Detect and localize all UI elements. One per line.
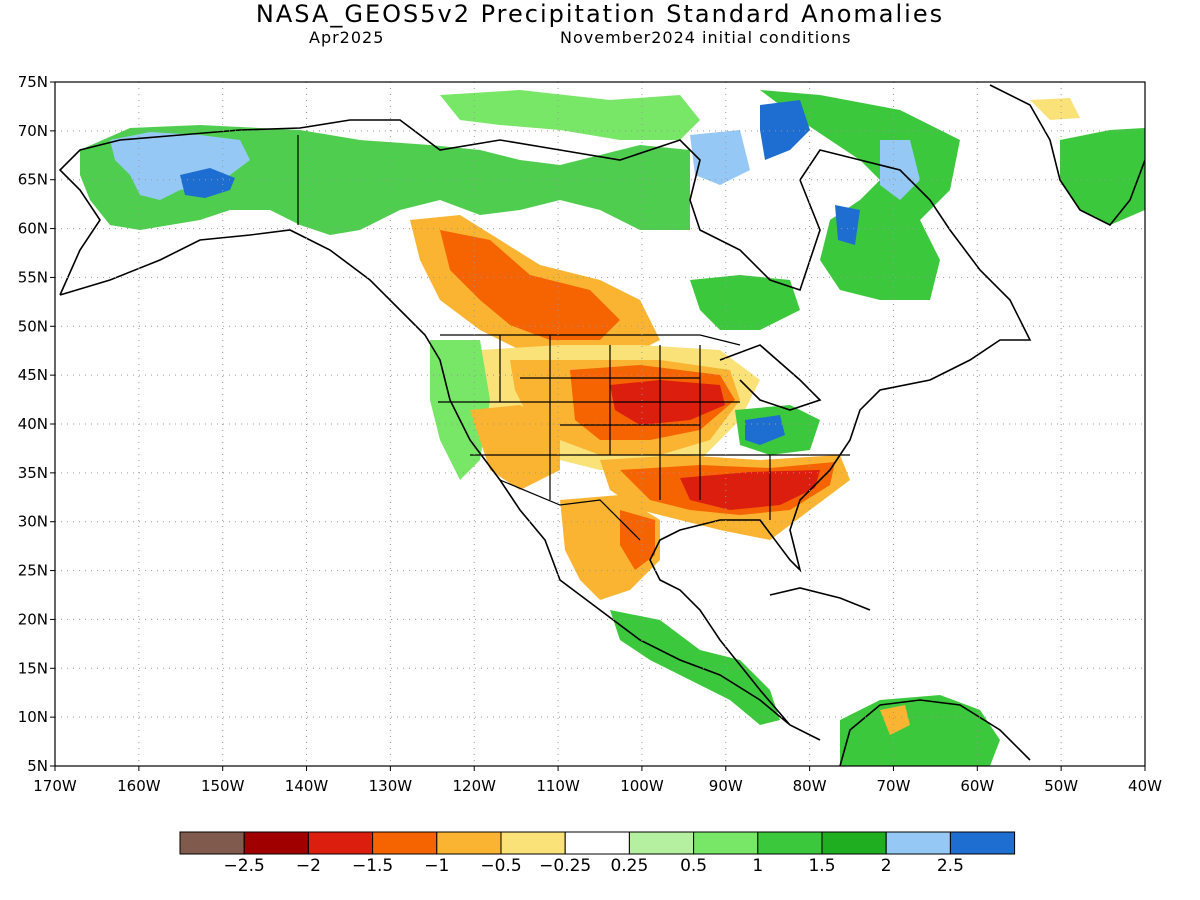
longitude-axis: 170W 160W 150W 140W 130W 120W 110W 100W 90W 80W 70…: [33, 766, 1162, 795]
region-baffin-blue: [760, 100, 810, 160]
region-alaska-blue: [180, 168, 235, 198]
coastline-north-america: [58, 119, 1032, 741]
colorbar-swatch: [821, 831, 887, 855]
lon-tick-label: 80W: [793, 777, 827, 795]
lat-tick-label: 70N: [18, 122, 48, 140]
colorbar-label: 1.5: [808, 856, 836, 876]
colorbar-swatch: [693, 831, 759, 855]
colorbar-swatch: [949, 831, 1016, 855]
lat-tick-label: 5N: [27, 757, 48, 775]
political-borders: [297, 135, 850, 541]
lon-tick-label: 120W: [452, 777, 496, 795]
colorbar-swatch: [243, 831, 309, 855]
lat-tick-label: 25N: [18, 562, 48, 580]
init-conditions-label: November2024 initial conditions: [560, 28, 852, 47]
colorbar: [179, 831, 1016, 855]
valid-month-label: Apr2025: [309, 28, 385, 47]
colorbar-label: −2: [295, 856, 321, 876]
region-labrador-blue: [835, 205, 860, 245]
coastline-great-lakes: [719, 344, 822, 411]
region-central-america-wet: [610, 610, 780, 725]
lon-tick-label: 40W: [1128, 777, 1162, 795]
lat-tick-label: 20N: [18, 610, 48, 628]
colorbar-swatch: [500, 831, 566, 855]
lat-tick-label: 45N: [18, 366, 48, 384]
coastline-south-america: [839, 699, 1031, 766]
colorbar-label: 1: [752, 856, 764, 876]
region-greenland-wet: [1060, 128, 1145, 225]
colorbar-label: −0.25: [539, 856, 592, 876]
region-nunavut-green: [440, 90, 700, 140]
lon-tick-label: 70W: [877, 777, 911, 795]
region-greenland-dry: [1030, 98, 1080, 120]
colorbar-label: 0.5: [680, 856, 708, 876]
colorbar-label: 0.25: [610, 856, 649, 876]
border-us-canada: [440, 334, 741, 346]
colorbar-swatch: [885, 831, 951, 855]
colorbar-swatch: [179, 831, 245, 855]
colorbar-label: −1: [424, 856, 450, 876]
region-mexico-deep: [620, 510, 655, 570]
lon-tick-label: 130W: [369, 777, 413, 795]
colorbar-swatch: [372, 831, 438, 855]
colorbar-swatch: [757, 831, 823, 855]
border-states-lon: [499, 335, 771, 520]
latitude-axis: 75N 70N 65N 60N 55N 50N 45N 40N 35N 30N 25N 20N 15N 1…: [18, 73, 55, 775]
colorbar-label: 2.5: [936, 856, 964, 876]
colorbar-swatch: [307, 831, 374, 855]
lat-tick-label: 75N: [18, 73, 48, 91]
gridlines: [55, 82, 1145, 766]
region-hudson-light: [690, 130, 750, 185]
lat-tick-label: 15N: [18, 659, 48, 677]
lon-tick-label: 150W: [201, 777, 245, 795]
lon-tick-label: 100W: [620, 777, 664, 795]
coastline-cuba: [769, 587, 871, 611]
region-ontario-wet: [690, 275, 800, 330]
colorbar-label: −0.5: [480, 856, 522, 876]
region-ohio-blue: [745, 415, 785, 445]
colorbar-swatch: [564, 831, 630, 855]
lat-tick-label: 55N: [18, 268, 48, 286]
region-prairies-deep: [440, 230, 620, 340]
map-title: NASA_GEOS5v2 Precipitation Standard Anom…: [255, 0, 945, 28]
region-alaska-light-blue: [110, 132, 250, 200]
region-south-america-dry: [880, 705, 910, 735]
lat-tick-label: 40N: [18, 415, 48, 433]
colorbar-label: 2: [880, 856, 892, 876]
coastlines: [58, 84, 1145, 766]
lat-tick-label: 30N: [18, 513, 48, 531]
lat-tick-label: 50N: [18, 317, 48, 335]
lat-tick-label: 65N: [18, 171, 48, 189]
colorbar-label: −1.5: [351, 856, 394, 876]
lon-tick-label: 90W: [709, 777, 743, 795]
lat-tick-label: 35N: [18, 464, 48, 482]
lon-tick-label: 50W: [1044, 777, 1078, 795]
lon-tick-label: 140W: [285, 777, 329, 795]
colorbar-swatch: [628, 831, 695, 855]
colorbar-label: −2.5: [223, 856, 265, 876]
lon-tick-label: 110W: [536, 777, 580, 795]
lon-tick-label: 160W: [117, 777, 161, 795]
lat-tick-label: 10N: [18, 708, 48, 726]
region-southeast-red: [680, 470, 820, 510]
lon-tick-label: 170W: [33, 777, 77, 795]
coastline-greenland: [989, 84, 1145, 227]
region-south-america-wet: [840, 695, 1000, 766]
lon-tick-label: 60W: [960, 777, 994, 795]
colorbar-swatch: [436, 831, 502, 855]
lat-tick-label: 60N: [18, 220, 48, 238]
border-us-mexico: [499, 479, 641, 541]
